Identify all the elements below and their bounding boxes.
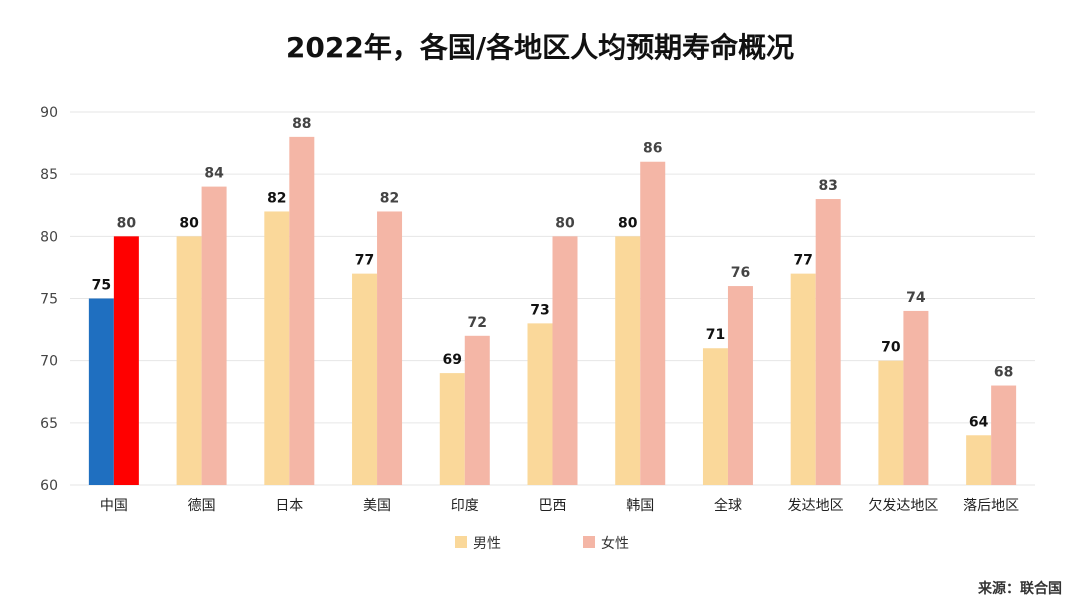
y-tick-label: 65 (40, 416, 58, 432)
legend-swatch (583, 536, 595, 548)
data-label: 88 (292, 116, 311, 132)
x-tick-label: 日本 (275, 498, 303, 514)
bar-male (790, 273, 816, 485)
bar-male (615, 236, 641, 485)
data-label: 76 (731, 265, 750, 281)
x-tick-label: 韩国 (626, 498, 654, 514)
legend-swatch (455, 536, 467, 548)
bar-female (464, 335, 490, 485)
y-tick-label: 70 (40, 354, 58, 370)
y-tick-label: 60 (40, 478, 58, 494)
y-tick-label: 80 (40, 229, 58, 245)
x-tick-label: 美国 (363, 498, 391, 514)
bar-male (702, 348, 728, 485)
bar-female (289, 136, 315, 485)
bar-male (966, 435, 992, 485)
x-tick-label: 巴西 (539, 498, 567, 514)
source-note: 来源：联合国 (978, 581, 1062, 597)
x-tick-label: 德国 (188, 498, 216, 514)
bar-male (439, 373, 465, 485)
data-label: 80 (117, 215, 137, 231)
bar-female (377, 211, 403, 485)
x-tick-label: 欠发达地区 (868, 498, 938, 514)
data-label: 69 (443, 352, 462, 368)
y-tick-label: 90 (40, 105, 58, 121)
data-label: 71 (706, 327, 725, 343)
data-label: 73 (530, 302, 549, 318)
bar-female (113, 236, 139, 485)
bar-male (527, 323, 553, 485)
data-label: 75 (92, 278, 111, 294)
data-label: 83 (818, 178, 837, 194)
legend-label: 女性 (601, 535, 629, 552)
data-label: 82 (267, 190, 286, 206)
data-label: 86 (643, 141, 662, 157)
x-tick-label: 发达地区 (788, 498, 844, 514)
data-label: 80 (618, 215, 638, 231)
bar-female (903, 310, 929, 485)
bar-female (815, 199, 841, 486)
data-label: 74 (906, 290, 926, 306)
bar-female (991, 385, 1017, 485)
y-tick-label: 75 (40, 292, 58, 308)
data-label: 68 (994, 365, 1013, 381)
data-label: 80 (555, 215, 575, 231)
data-label: 84 (204, 166, 224, 182)
bar-male (352, 273, 378, 485)
bar-female (201, 186, 227, 485)
bar-female (727, 286, 753, 485)
bar-male (88, 298, 114, 485)
x-tick-label: 中国 (100, 498, 128, 514)
data-label: 64 (969, 414, 989, 430)
y-tick-label: 85 (40, 167, 58, 183)
bar-male (264, 211, 290, 485)
bar-male (878, 360, 904, 485)
data-label: 77 (793, 253, 812, 269)
bar-female (640, 161, 666, 485)
x-tick-label: 印度 (451, 498, 479, 514)
bar-male (176, 236, 202, 485)
data-label: 82 (380, 190, 399, 206)
bar-female (552, 236, 578, 485)
x-tick-label: 全球 (714, 497, 742, 514)
x-tick-label: 落后地区 (963, 498, 1019, 514)
chart-title: 2022年，各国/各地区人均预期寿命概况 (285, 31, 795, 64)
data-label: 80 (179, 215, 199, 231)
data-label: 77 (355, 253, 374, 269)
data-label: 72 (468, 315, 487, 331)
data-label: 70 (881, 340, 901, 356)
legend-label: 男性 (473, 536, 501, 552)
